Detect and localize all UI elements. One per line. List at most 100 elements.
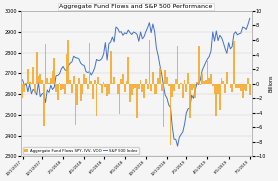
Bar [193, 84, 194, 88]
Bar [27, 69, 29, 84]
Bar [75, 84, 76, 125]
Bar [208, 78, 210, 84]
Bar [110, 51, 111, 84]
Bar [81, 84, 83, 94]
Bar [97, 77, 99, 84]
Bar [101, 84, 103, 93]
Bar [71, 84, 73, 93]
Legend: Aggregate Fund Flows SPY, IVV, VOO, S&P 500 Index: Aggregate Fund Flows SPY, IVV, VOO, S&P … [23, 147, 139, 154]
Bar [73, 76, 75, 84]
Bar [145, 79, 147, 84]
Bar [57, 84, 59, 100]
Bar [103, 82, 105, 84]
Bar [87, 84, 89, 89]
Bar [233, 41, 235, 84]
Bar [172, 84, 173, 97]
Bar [175, 79, 177, 84]
Bar [242, 84, 244, 98]
Bar [221, 79, 222, 84]
Bar [131, 84, 133, 95]
Bar [52, 71, 53, 84]
Bar [177, 46, 178, 84]
Bar [64, 84, 66, 94]
Bar [43, 84, 44, 126]
Bar [38, 76, 39, 84]
Bar [120, 79, 122, 84]
Bar [22, 84, 23, 98]
Bar [196, 82, 198, 84]
Bar [237, 84, 238, 88]
Bar [154, 84, 156, 94]
Bar [182, 84, 184, 98]
Bar [168, 84, 170, 86]
Bar [200, 84, 201, 85]
Bar [207, 61, 208, 84]
Bar [187, 73, 189, 84]
Bar [133, 84, 134, 89]
Bar [76, 84, 78, 105]
Bar [44, 44, 46, 84]
Bar [148, 41, 150, 84]
Bar [210, 74, 212, 84]
Bar [143, 84, 145, 98]
Bar [157, 78, 159, 84]
Bar [80, 84, 81, 101]
Bar [46, 78, 48, 84]
Bar [92, 84, 94, 99]
Bar [170, 84, 172, 146]
Bar [60, 84, 62, 90]
Bar [69, 80, 71, 84]
Bar [96, 84, 97, 116]
Bar [36, 52, 38, 84]
Bar [222, 81, 224, 84]
Bar [138, 84, 140, 89]
Bar [23, 84, 25, 92]
Bar [29, 82, 31, 84]
Bar [113, 77, 115, 84]
Bar [129, 84, 131, 102]
Bar [219, 84, 221, 110]
Bar [25, 83, 27, 84]
Bar [245, 84, 247, 91]
Bar [105, 84, 106, 87]
Bar [159, 68, 161, 84]
Bar [126, 81, 127, 84]
Bar [231, 84, 233, 92]
Bar [83, 74, 85, 84]
Bar [140, 81, 142, 84]
Bar [217, 84, 219, 94]
Bar [127, 57, 129, 84]
Bar [166, 77, 168, 84]
Bar [117, 84, 118, 94]
Bar [191, 84, 193, 90]
Bar [152, 72, 154, 84]
Bar [108, 84, 110, 94]
Bar [230, 84, 231, 88]
Y-axis label: Billions: Billions [269, 75, 274, 92]
Bar [142, 84, 143, 92]
Title: Aggregate Fund Flows and S&P 500 Performance: Aggregate Fund Flows and S&P 500 Perform… [59, 4, 213, 9]
Bar [106, 84, 108, 96]
Bar [136, 84, 138, 118]
Bar [194, 84, 196, 98]
Bar [164, 70, 166, 84]
Bar [205, 79, 207, 84]
Bar [185, 84, 187, 92]
Bar [66, 54, 68, 84]
Bar [122, 74, 124, 84]
Bar [214, 84, 215, 94]
Bar [89, 43, 90, 84]
Bar [111, 83, 113, 84]
Bar [189, 84, 191, 118]
Bar [78, 79, 80, 84]
Bar [184, 80, 185, 84]
Bar [94, 80, 96, 84]
Bar [90, 81, 92, 84]
Bar [59, 83, 60, 84]
Bar [198, 46, 200, 84]
Bar [48, 83, 50, 84]
Bar [68, 40, 69, 84]
Bar [235, 84, 237, 88]
Bar [212, 84, 214, 86]
Bar [178, 84, 180, 89]
